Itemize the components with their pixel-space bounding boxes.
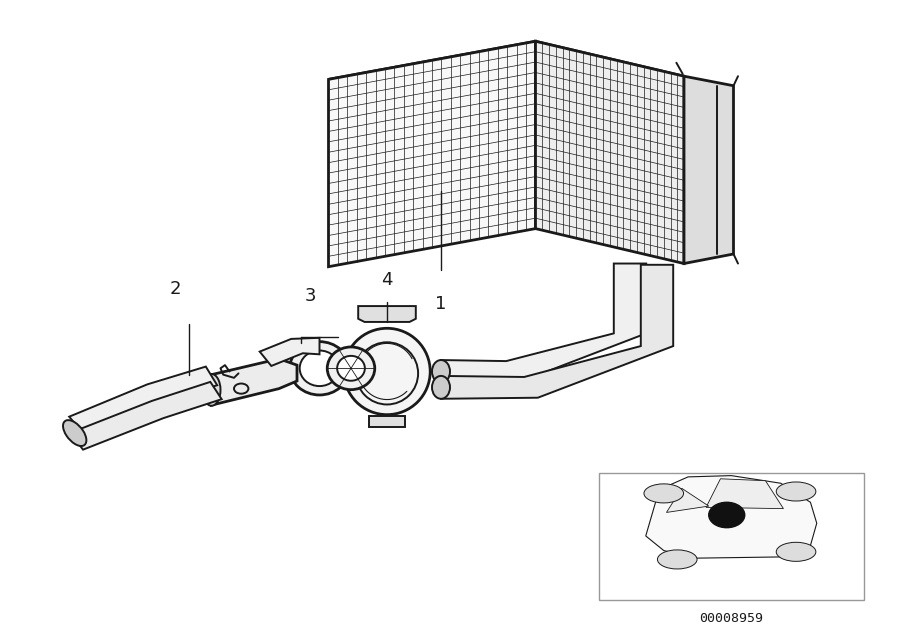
Ellipse shape [776,482,815,501]
Polygon shape [328,41,536,267]
Ellipse shape [432,376,450,399]
Polygon shape [666,488,709,512]
Polygon shape [441,265,673,399]
Circle shape [709,502,745,528]
Ellipse shape [338,356,364,381]
Polygon shape [706,479,783,509]
Polygon shape [260,338,320,366]
Polygon shape [328,41,684,114]
Polygon shape [536,41,684,264]
Text: 1: 1 [436,295,446,313]
Ellipse shape [328,347,374,390]
Polygon shape [358,306,416,322]
Polygon shape [212,359,297,405]
Polygon shape [70,382,221,450]
Text: 00008959: 00008959 [699,612,763,624]
Polygon shape [369,416,405,427]
Ellipse shape [432,360,450,383]
Ellipse shape [202,374,220,406]
Text: 2: 2 [170,281,181,298]
Ellipse shape [290,342,349,395]
Text: 3: 3 [305,287,316,305]
Text: 4: 4 [382,271,392,289]
Ellipse shape [344,328,430,415]
Ellipse shape [300,351,339,386]
Ellipse shape [63,420,86,446]
Polygon shape [441,264,646,383]
Polygon shape [684,76,734,264]
Ellipse shape [776,542,815,561]
Polygon shape [646,476,817,558]
Ellipse shape [657,550,697,569]
Bar [598,473,864,600]
Ellipse shape [644,484,684,503]
Polygon shape [69,366,217,434]
